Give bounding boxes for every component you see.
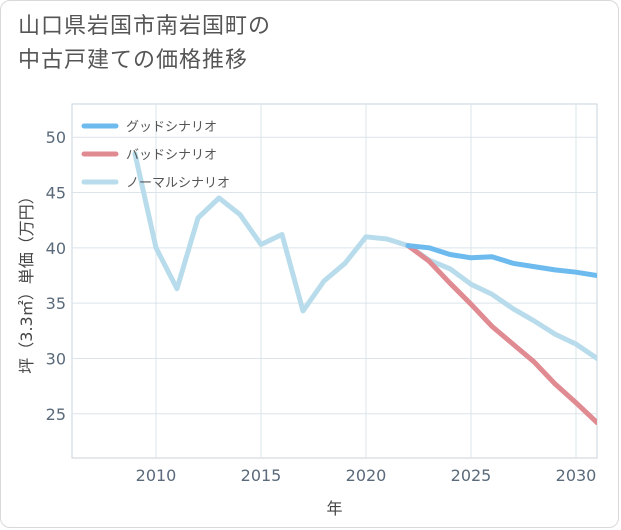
y-axis-title: 坪（3.3㎡）単価（万円） — [17, 188, 36, 373]
legend-label: バッドシナリオ — [126, 148, 217, 163]
y-tick-label: 35 — [46, 294, 66, 313]
legend-label: ノーマルシナリオ — [126, 176, 230, 191]
y-tick-label: 50 — [46, 128, 66, 147]
y-tick-label: 25 — [46, 405, 66, 424]
x-tick-label: 2025 — [451, 466, 492, 485]
series-line-3 — [132, 151, 597, 361]
x-axis-title: 年 — [326, 499, 342, 518]
x-tick-label: 2020 — [346, 466, 387, 485]
legend-label: グッドシナリオ — [126, 120, 217, 135]
y-tick-label: 45 — [46, 184, 66, 203]
grid — [71, 103, 598, 459]
series-line-1 — [405, 243, 597, 278]
chart-title: 山口県岩国市南岩国町の 中古戸建ての価格推移 — [18, 10, 498, 78]
title-line-1: 山口県岩国市南岩国町の — [18, 14, 272, 39]
series-line-2 — [405, 243, 597, 426]
series-group — [132, 151, 597, 426]
y-tick-label: 40 — [46, 239, 66, 258]
tick-labels: 25 30 35 40 45 50 2010 2015 2020 2025 2030 — [46, 128, 597, 485]
y-tick-label: 30 — [46, 349, 66, 368]
title-line-2: 中古戸建ての価格推移 — [18, 48, 249, 73]
x-tick-label: 2015 — [241, 466, 282, 485]
x-tick-label: 2010 — [136, 466, 177, 485]
x-tick-label: 2030 — [556, 466, 597, 485]
plot-area — [71, 103, 598, 459]
